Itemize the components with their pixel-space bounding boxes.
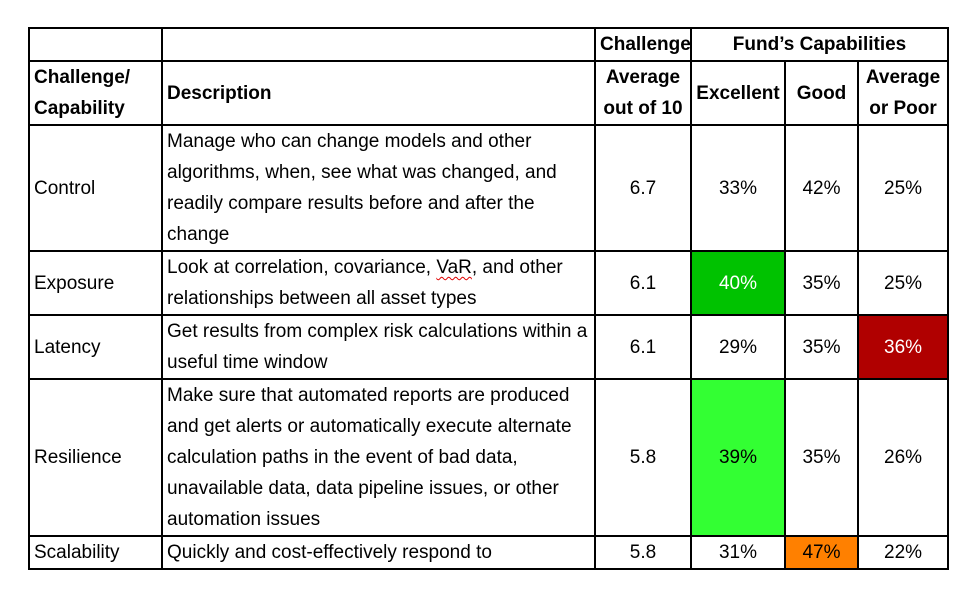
funds-capabilities-header: Fund’s Capabilities bbox=[689, 27, 950, 62]
description-text: , and other relationships between all as… bbox=[167, 257, 563, 309]
row-good: 35% bbox=[784, 378, 859, 537]
header-empty-cell bbox=[28, 27, 163, 62]
table-row: Resilience Make sure that automated repo… bbox=[28, 378, 950, 537]
row-good-highlight: 47% bbox=[784, 535, 859, 570]
table-row: Latency Get results from complex risk ca… bbox=[28, 314, 950, 380]
row-name: Resilience bbox=[28, 378, 163, 537]
row-poor: 25% bbox=[856, 250, 950, 316]
row-excellent: 33% bbox=[690, 124, 786, 252]
row-average: 6.1 bbox=[594, 250, 692, 316]
row-description: Quickly and cost-effectively respond to bbox=[161, 535, 596, 570]
header-empty-cell bbox=[161, 27, 596, 62]
row-description: Manage who can change models and other a… bbox=[161, 124, 596, 252]
row-average: 5.8 bbox=[594, 378, 692, 537]
spellcheck-flagged-word: VaR bbox=[436, 257, 472, 278]
header-row-2: Challenge/Capability Description Average… bbox=[28, 60, 950, 126]
row-excellent-highlight: 40% bbox=[690, 250, 786, 316]
row-poor: 25% bbox=[856, 124, 950, 252]
table-row: Control Manage who can change models and… bbox=[28, 124, 950, 252]
good-header: Good bbox=[784, 60, 859, 126]
description-text: Look at correlation, covariance, bbox=[167, 257, 437, 278]
row-name: Exposure bbox=[28, 250, 163, 316]
row-good: 35% bbox=[784, 250, 859, 316]
row-average: 6.1 bbox=[594, 314, 692, 380]
row-description: Look at correlation, covariance, VaR, an… bbox=[161, 250, 596, 316]
row-description: Get results from complex risk calculatio… bbox=[161, 314, 596, 380]
row-good: 42% bbox=[784, 124, 859, 252]
row-description: Make sure that automated reports are pro… bbox=[161, 378, 596, 537]
row-excellent: 31% bbox=[690, 535, 786, 570]
row-excellent-highlight: 39% bbox=[690, 378, 786, 537]
challenges-table: Challenge Fund’s Capabilities Challenge/… bbox=[28, 27, 950, 570]
average-header: Average out of 10 bbox=[594, 60, 692, 126]
row-name: Scalability bbox=[28, 535, 163, 570]
row-average: 6.7 bbox=[594, 124, 692, 252]
header-text: or Poor bbox=[869, 98, 937, 119]
row-poor-highlight: 36% bbox=[856, 314, 950, 380]
header-text: Challenge/ bbox=[34, 67, 131, 88]
header-row-1: Challenge Fund’s Capabilities bbox=[28, 27, 950, 62]
row-name: Control bbox=[28, 124, 163, 252]
table-row: Exposure Look at correlation, covariance… bbox=[28, 250, 950, 316]
row-name: Latency bbox=[28, 314, 163, 380]
average-or-poor-header: Average or Poor bbox=[856, 60, 950, 126]
row-good: 35% bbox=[784, 314, 859, 380]
challenge-capability-header: Challenge/Capability bbox=[28, 60, 163, 126]
row-poor: 26% bbox=[856, 378, 950, 537]
challenge-header: Challenge bbox=[594, 27, 692, 62]
row-excellent: 29% bbox=[690, 314, 786, 380]
header-text: Average bbox=[605, 67, 681, 88]
row-poor: 22% bbox=[856, 535, 950, 570]
row-average: 5.8 bbox=[594, 535, 692, 570]
header-text: Average bbox=[865, 67, 941, 88]
description-header: Description bbox=[161, 60, 596, 126]
header-text: out of 10 bbox=[603, 98, 683, 119]
excellent-header: Excellent bbox=[690, 60, 786, 126]
table-row: Scalability Quickly and cost-effectively… bbox=[28, 535, 950, 570]
header-text: Capability bbox=[34, 98, 125, 119]
